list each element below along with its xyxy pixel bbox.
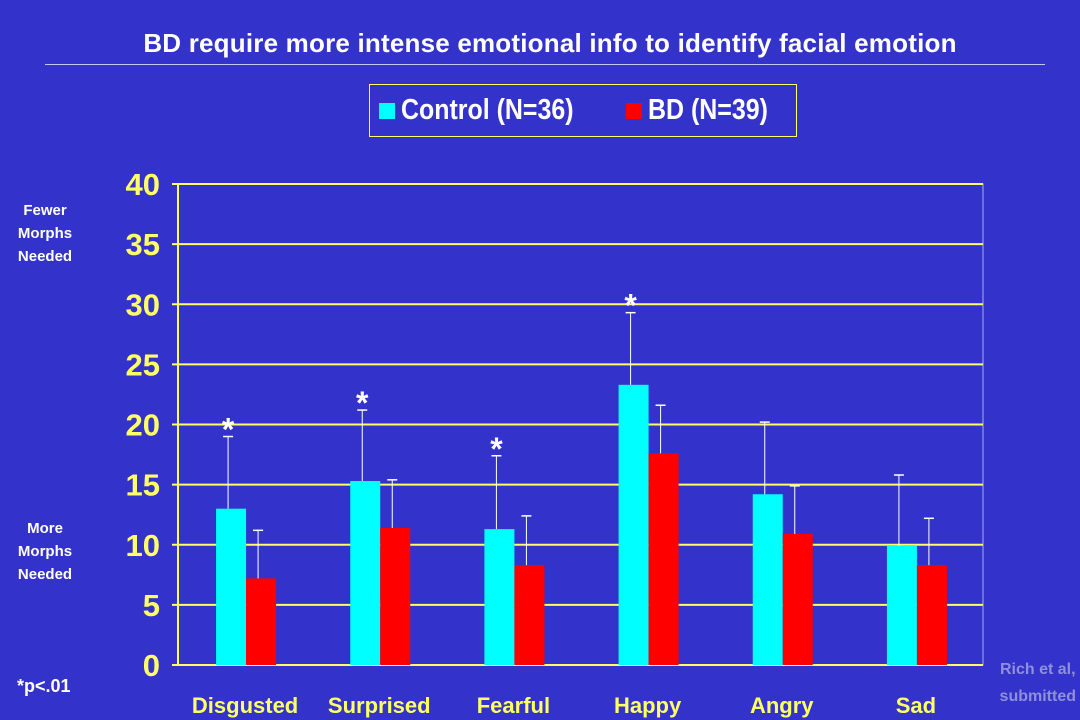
- bar-control: [216, 508, 247, 665]
- significance-footnote: *p<.01: [17, 676, 71, 696]
- significance-marker: *: [490, 431, 503, 467]
- chart-legend: Control (N=36) BD (N=39): [369, 84, 797, 137]
- significance-marker: *: [222, 412, 235, 448]
- side-label-line: Morphs: [17, 225, 73, 242]
- title-divider: [45, 64, 1045, 65]
- x-category-label: Disgusted: [192, 693, 298, 718]
- y-tick-label: 5: [143, 588, 160, 623]
- y-tick-label: 15: [126, 468, 160, 503]
- bar-bd: [380, 527, 411, 665]
- bar-control: [886, 545, 917, 665]
- bar-bd: [648, 453, 679, 665]
- legend-label-control: Control (N=36): [401, 94, 574, 126]
- legend-item-bd: BD (N=39): [625, 94, 787, 127]
- x-category-label: Happy: [614, 693, 682, 718]
- y-tick-label: 30: [126, 287, 160, 322]
- bar-bd: [916, 565, 947, 665]
- bar-bd: [246, 578, 277, 665]
- side-label-line: Needed: [17, 248, 73, 265]
- side-label-line: Morphs: [17, 543, 73, 560]
- chart-title: BD require more intense emotional info t…: [143, 28, 957, 58]
- y-tick-label: 0: [143, 648, 160, 683]
- y-tick-label: 40: [126, 167, 160, 202]
- bar-control: [350, 481, 381, 665]
- x-category-label: Fearful: [477, 693, 550, 718]
- citation-line: submitted: [999, 688, 1076, 705]
- citation: Rich et al, submitted: [1000, 656, 1076, 710]
- bar-control: [752, 494, 783, 665]
- bar-bd: [782, 533, 813, 665]
- x-category-label: Sad: [896, 693, 936, 718]
- side-label-more-morphs: More Morphs Needed: [0, 517, 90, 586]
- legend-label-bd: BD (N=39): [647, 94, 768, 126]
- side-label-line: Needed: [17, 566, 73, 583]
- y-tick-label: 25: [126, 347, 160, 382]
- bar-control: [618, 384, 649, 665]
- legend-item-control: Control (N=36): [379, 94, 602, 127]
- side-label-line: Fewer: [23, 202, 67, 219]
- legend-swatch-bd: [625, 102, 642, 119]
- legend-swatch-control: [379, 102, 395, 119]
- y-tick-label: 10: [126, 528, 160, 563]
- bar-bd: [514, 565, 545, 665]
- significance-marker: *: [624, 288, 637, 324]
- citation-line: Rich et al,: [999, 661, 1076, 678]
- y-tick-label: 20: [126, 408, 160, 443]
- x-category-label: Surprised: [328, 693, 431, 718]
- side-label-line: More: [27, 520, 63, 537]
- significance-marker: *: [356, 385, 369, 421]
- side-label-fewer-morphs: Fewer Morphs Needed: [0, 199, 90, 268]
- bar-control: [484, 529, 515, 665]
- y-tick-label: 35: [126, 227, 160, 262]
- x-category-label: Angry: [750, 693, 814, 718]
